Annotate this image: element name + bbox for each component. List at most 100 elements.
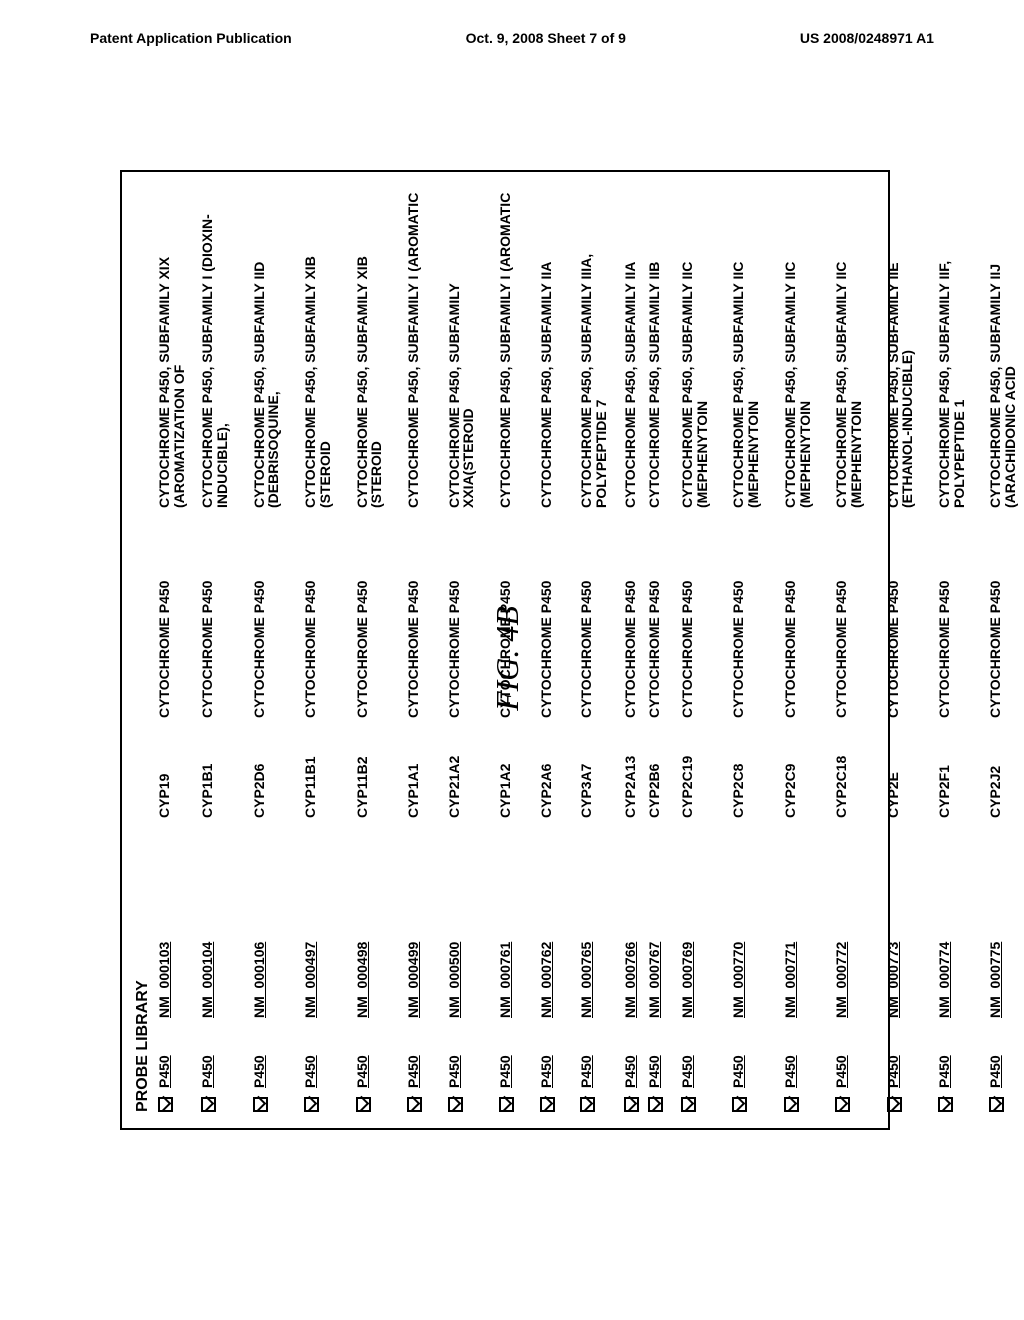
checkbox-icon[interactable] xyxy=(158,1097,173,1112)
checkbox-icon[interactable] xyxy=(407,1097,422,1112)
table-row: P450NM_000497CYP11B1CYTOCHROME P450CYTOC… xyxy=(292,188,343,1112)
table-row: P450NM_000767CYP2B6CYTOCHROME P450CYTOCH… xyxy=(644,188,669,1112)
cell-symbol: CYP2C18 xyxy=(823,718,874,818)
cell-accession: NM_000766 xyxy=(620,818,645,1018)
cell-probe-name: P450 xyxy=(189,1018,240,1088)
cell-desc: CYTOCHROME P450 xyxy=(644,508,669,718)
cell-symbol: CYP2B6 xyxy=(644,718,669,818)
cell-desc: CYTOCHROME P450 xyxy=(823,508,874,718)
cell-full: CYTOCHROME P450, SUBFAMILY IIF, POLYPEPT… xyxy=(926,188,977,508)
cell-desc: CYTOCHROME P450 xyxy=(189,508,240,718)
cell-full: CYTOCHROME P450, SUBFAMILY XIB (STEROID xyxy=(344,188,395,508)
checkbox-icon[interactable] xyxy=(989,1097,1004,1112)
cell-symbol: CYP1A2 xyxy=(487,718,528,818)
checkbox-icon[interactable] xyxy=(201,1097,216,1112)
cell-desc: CYTOCHROME P450 xyxy=(568,508,619,718)
cell-accession: NM_000765 xyxy=(568,818,619,1018)
cell-full: CYTOCHROME P450, SUBFAMILY XXIA(STEROID xyxy=(436,188,487,508)
table-row: P450NM_000500CYP21A2CYTOCHROME P450CYTOC… xyxy=(436,188,487,1112)
cell-desc: CYTOCHROME P450 xyxy=(875,508,926,718)
cell-desc: CYTOCHROME P450 xyxy=(669,508,720,718)
checkbox-icon[interactable] xyxy=(624,1097,639,1112)
cell-full: CYTOCHROME P450, SUBFAMILY I (DIOXIN-IND… xyxy=(189,188,240,508)
cell-accession: NM_000771 xyxy=(772,818,823,1018)
table-row: P450NM_000104CYP1B1CYTOCHROME P450CYTOCH… xyxy=(189,188,240,1112)
cell-desc: CYTOCHROME P450 xyxy=(720,508,771,718)
checkbox-icon[interactable] xyxy=(448,1097,463,1112)
cell-desc: CYTOCHROME P450 xyxy=(154,508,189,718)
cell-full: CYTOCHROME P450, SUBFAMILY IIE (ETHANOL-… xyxy=(875,188,926,508)
cell-symbol: CYP2C9 xyxy=(772,718,823,818)
cell-symbol: CYP1A1 xyxy=(395,718,436,818)
cell-full: CYTOCHROME P450, SUBFAMILY XIB (STEROID xyxy=(292,188,343,508)
cell-desc: CYTOCHROME P450 xyxy=(344,508,395,718)
cell-accession: NM_000498 xyxy=(344,818,395,1018)
checkbox-icon[interactable] xyxy=(499,1097,514,1112)
cell-accession: NM_000762 xyxy=(528,818,569,1018)
checkbox-icon[interactable] xyxy=(835,1097,850,1112)
cell-full: CYTOCHROME P450, SUBFAMILY IID (DEBRISOQ… xyxy=(241,188,292,508)
cell-full: CYTOCHROME P450, SUBFAMILY XIX (AROMATIZ… xyxy=(154,188,189,508)
cell-probe-name: P450 xyxy=(620,1018,645,1088)
table-row: P450NM_000769CYP2C19CYTOCHROME P450CYTOC… xyxy=(669,188,720,1112)
checkbox-icon[interactable] xyxy=(681,1097,696,1112)
cell-full: CYTOCHROME P450, SUBFAMILY I (AROMATIC xyxy=(395,188,436,508)
table-row: P450NM_000765CYP3A7CYTOCHROME P450CYTOCH… xyxy=(568,188,619,1112)
cell-accession: NM_000104 xyxy=(189,818,240,1018)
cell-accession: NM_000106 xyxy=(241,818,292,1018)
page-header: Patent Application Publication Oct. 9, 2… xyxy=(0,0,1024,56)
cell-symbol: CYP3A7 xyxy=(568,718,619,818)
table-row: P450NM_000775CYP2J2CYTOCHROME P450CYTOCH… xyxy=(977,188,1024,1112)
cell-full: CYTOCHROME P450, SUBFAMILY I (AROMATIC xyxy=(487,188,528,508)
table-row: P450NM_000766CYP2A13CYTOCHROME P450CYTOC… xyxy=(620,188,645,1112)
cell-full: CYTOCHROME P450, SUBFAMILY IIIA, POLYPEP… xyxy=(568,188,619,508)
cell-symbol: CYP21A2 xyxy=(436,718,487,818)
cell-probe-name: P450 xyxy=(154,1018,189,1088)
cell-accession: NM_000497 xyxy=(292,818,343,1018)
checkbox-icon[interactable] xyxy=(648,1097,663,1112)
header-center: Oct. 9, 2008 Sheet 7 of 9 xyxy=(466,30,626,46)
cell-symbol: CYP2A13 xyxy=(620,718,645,818)
cell-probe-name: P450 xyxy=(772,1018,823,1088)
cell-symbol: CYP11B2 xyxy=(344,718,395,818)
probe-library-table: P450NM_000103CYP19CYTOCHROME P450CYTOCHR… xyxy=(154,188,1024,1112)
cell-full: CYTOCHROME P450, SUBFAMILY IIA xyxy=(528,188,569,508)
cell-symbol: CYP2J2 xyxy=(977,718,1024,818)
cell-desc: CYTOCHROME P450 xyxy=(926,508,977,718)
checkbox-icon[interactable] xyxy=(253,1097,268,1112)
checkbox-icon[interactable] xyxy=(580,1097,595,1112)
cell-probe-name: P450 xyxy=(436,1018,487,1088)
figure-caption: FIG. 4B xyxy=(489,606,526,711)
cell-probe-name: P450 xyxy=(344,1018,395,1088)
checkbox-icon[interactable] xyxy=(732,1097,747,1112)
cell-full: CYTOCHROME P450, SUBFAMILY IIJ (ARACHIDO… xyxy=(977,188,1024,508)
checkbox-icon[interactable] xyxy=(540,1097,555,1112)
cell-probe-name: P450 xyxy=(528,1018,569,1088)
checkbox-icon[interactable] xyxy=(938,1097,953,1112)
cell-symbol: CYP2F1 xyxy=(926,718,977,818)
header-right: US 2008/0248971 A1 xyxy=(800,30,934,46)
cell-probe-name: P450 xyxy=(395,1018,436,1088)
cell-accession: NM_000767 xyxy=(644,818,669,1018)
cell-accession: NM_000770 xyxy=(720,818,771,1018)
cell-accession: NM_000773 xyxy=(875,818,926,1018)
checkbox-icon[interactable] xyxy=(784,1097,799,1112)
cell-symbol: CYP2E xyxy=(875,718,926,818)
checkbox-icon[interactable] xyxy=(356,1097,371,1112)
cell-probe-name: P450 xyxy=(720,1018,771,1088)
cell-accession: NM_000103 xyxy=(154,818,189,1018)
cell-probe-name: P450 xyxy=(875,1018,926,1088)
cell-full: CYTOCHROME P450, SUBFAMILY IIC (MEPHENYT… xyxy=(720,188,771,508)
checkbox-icon[interactable] xyxy=(887,1097,902,1112)
cell-desc: CYTOCHROME P450 xyxy=(977,508,1024,718)
cell-symbol: CYP19 xyxy=(154,718,189,818)
cell-full: CYTOCHROME P450, SUBFAMILY IIA xyxy=(620,188,645,508)
cell-full: CYTOCHROME P450, SUBFAMILY IIB xyxy=(644,188,669,508)
table-row: P450NM_000772CYP2C18CYTOCHROME P450CYTOC… xyxy=(823,188,874,1112)
cell-accession: NM_000500 xyxy=(436,818,487,1018)
cell-probe-name: P450 xyxy=(292,1018,343,1088)
cell-desc: CYTOCHROME P450 xyxy=(241,508,292,718)
cell-symbol: CYP2A6 xyxy=(528,718,569,818)
cell-probe-name: P450 xyxy=(669,1018,720,1088)
checkbox-icon[interactable] xyxy=(304,1097,319,1112)
